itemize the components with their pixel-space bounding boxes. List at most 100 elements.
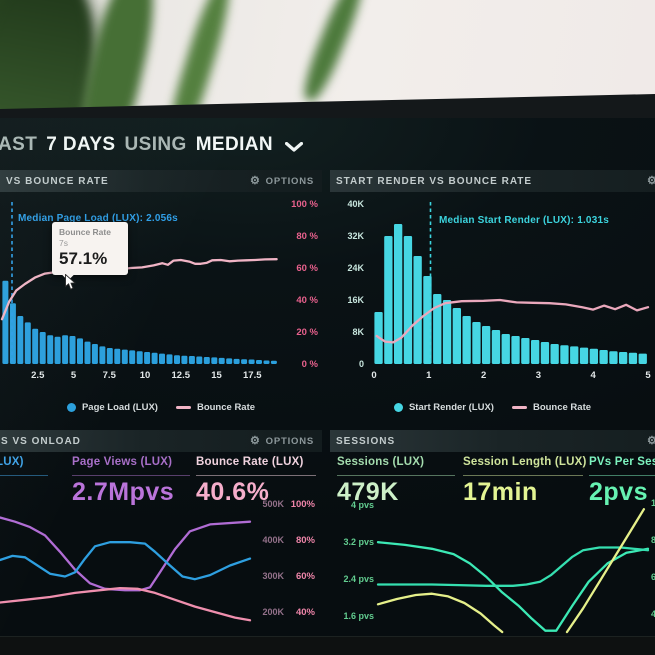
series-dot-icon xyxy=(66,403,76,412)
svg-text:10: 10 xyxy=(140,370,151,381)
svg-text:2.4 pvs: 2.4 pvs xyxy=(343,574,374,584)
legend-item[interactable]: Start Render (LUX) xyxy=(393,402,494,413)
stat-pvs-per-session: PVs Per Session 2pvs xyxy=(589,456,655,507)
tooltip-subtitle: 7s xyxy=(59,238,68,248)
stat-value: 2pvs xyxy=(589,478,648,506)
svg-text:3.2 pvs: 3.2 pvs xyxy=(343,537,374,547)
stat-lux: (LUX) xyxy=(0,456,48,478)
svg-text:400K: 400K xyxy=(262,535,284,545)
options-label: OPTIONS xyxy=(265,175,314,187)
series-line-icon xyxy=(511,406,527,409)
header-text: LAST xyxy=(0,134,38,155)
svg-text:Median Page Load (LUX): 2.056s: Median Page Load (LUX): 2.056s xyxy=(18,213,178,224)
stat-bounce-rate: Bounce Rate (LUX) 40.6% xyxy=(196,456,316,507)
options-button[interactable]: ⚙ OPTIONS xyxy=(647,430,655,452)
onload-line-chart[interactable]: 500K 400K 300K 200K 100% 80% 60% 40% xyxy=(0,493,322,636)
stat-value: 40.6% xyxy=(196,478,270,506)
stat-sessions: Sessions (LUX) 479K xyxy=(337,456,455,507)
svg-text:1: 1 xyxy=(426,370,432,381)
gear-icon: ⚙ xyxy=(646,174,655,187)
svg-text:0 %: 0 % xyxy=(302,359,319,370)
panel-header: S VS ONLOAD ⚙ OPTIONS xyxy=(0,430,322,452)
svg-text:2: 2 xyxy=(481,370,486,381)
hover-tooltip: Bounce Rate 7s 57.1% xyxy=(52,222,128,281)
dashboard-screen: LAST 7 DAYS USING MEDIAN VS BOUNCE RATE … xyxy=(0,118,655,636)
legend-item[interactable]: Page Load (LUX) xyxy=(66,402,158,413)
series-line-icon xyxy=(175,406,191,409)
tooltip-value: 57.1% xyxy=(59,249,108,268)
panel-header: START RENDER VS BOUNCE RATE ⚙ OPTIONS xyxy=(330,170,655,192)
svg-text:60 %: 60 % xyxy=(296,263,318,274)
stat-value: 2.7Mpvs xyxy=(72,478,175,506)
stat-underline xyxy=(337,475,455,476)
legend-label: Page Load (LUX) xyxy=(81,402,158,413)
stat-label: Sessions (LUX) xyxy=(337,456,425,468)
stat-label: Page Views (LUX) xyxy=(72,456,173,468)
series-dot-icon xyxy=(393,403,403,412)
options-button[interactable]: ⚙ OPTIONS xyxy=(250,430,314,452)
startrender-histogram-chart[interactable]: 40K 32K 24K 16K 8K 0 Median Start Render (LUX)… xyxy=(330,194,655,398)
svg-text:0: 0 xyxy=(371,370,376,381)
svg-text:15: 15 xyxy=(211,370,222,381)
legend-item[interactable]: Bounce Rate xyxy=(511,402,592,413)
svg-text:80%: 80% xyxy=(296,535,316,546)
svg-text:40 %: 40 % xyxy=(296,295,318,306)
panel-header: VS BOUNCE RATE ⚙ OPTIONS xyxy=(0,170,322,192)
legend-label: Bounce Rate xyxy=(532,402,592,413)
svg-text:12.5: 12.5 xyxy=(172,370,191,381)
svg-text:100%: 100% xyxy=(291,499,316,510)
mouse-cursor-icon xyxy=(64,273,77,296)
gear-icon: ⚙ xyxy=(646,434,655,447)
pageload-histogram-chart[interactable]: 100 % 80 % 60 % 40 % 20 % 0 % Median Page Load… xyxy=(0,194,322,398)
svg-text:6: 6 xyxy=(651,572,655,582)
svg-text:1: 1 xyxy=(651,498,655,508)
svg-text:1.6 pvs: 1.6 pvs xyxy=(343,611,374,621)
svg-text:300K: 300K xyxy=(262,571,284,581)
stat-value: 479K xyxy=(337,478,399,506)
stat-value: 17min xyxy=(463,478,538,506)
date-range-dropdown[interactable]: LAST 7 DAYS USING MEDIAN xyxy=(0,128,486,162)
panel-title: VS BOUNCE RATE xyxy=(6,175,109,187)
stat-underline xyxy=(589,475,655,476)
header-text: USING xyxy=(124,134,187,155)
tooltip-title: Bounce Rate xyxy=(59,227,111,237)
svg-text:8: 8 xyxy=(651,535,655,545)
legend-label: Bounce Rate xyxy=(196,402,256,413)
panel-header: SESSIONS ⚙ OPTIONS xyxy=(330,430,655,452)
panel-startrender-vs-bounce: START RENDER VS BOUNCE RATE ⚙ OPTIONS 4 0… xyxy=(330,170,655,428)
stat-page-views: Page Views (LUX) 2.7Mpvs xyxy=(72,456,190,507)
svg-text:8K: 8K xyxy=(352,327,364,337)
svg-text:3: 3 xyxy=(536,370,541,381)
sessions-line-chart[interactable]: 4 pvs 3.2 pvs 2.4 pvs 1.6 pvs 1 8 6 4 xyxy=(330,492,655,636)
svg-text:24K: 24K xyxy=(347,263,364,273)
svg-text:60%: 60% xyxy=(296,571,316,582)
monitor-bezel-bottom xyxy=(0,636,655,655)
svg-text:4: 4 xyxy=(591,370,597,381)
svg-text:7.5: 7.5 xyxy=(103,370,117,381)
stat-label: Session Length (LUX) xyxy=(463,456,587,468)
panel-title: S VS ONLOAD xyxy=(1,435,81,447)
panel-title: START RENDER VS BOUNCE RATE xyxy=(336,175,533,187)
chevron-down-icon[interactable] xyxy=(285,142,304,152)
svg-text:500K: 500K xyxy=(262,499,284,509)
svg-text:80 %: 80 % xyxy=(296,231,318,242)
chart-legend: Start Render (LUX) Bounce Rate xyxy=(330,402,655,413)
svg-text:40%: 40% xyxy=(296,607,316,618)
stat-label: (LUX) xyxy=(0,456,24,468)
stat-underline xyxy=(196,475,316,476)
stat-session-length: Session Length (LUX) 17min xyxy=(463,456,587,507)
svg-text:32K: 32K xyxy=(347,231,364,241)
monitor-bezel: LAST 7 DAYS USING MEDIAN VS BOUNCE RATE … xyxy=(0,94,655,655)
svg-text:5: 5 xyxy=(645,370,651,381)
svg-text:20 %: 20 % xyxy=(296,327,318,338)
svg-text:2.5: 2.5 xyxy=(31,370,45,381)
chart-legend: Page Load (LUX) Bounce Rate xyxy=(0,402,322,413)
stat-underline xyxy=(463,475,583,476)
header-text: MEDIAN xyxy=(195,134,274,155)
options-label: OPTIONS xyxy=(265,435,314,447)
options-button[interactable]: ⚙ OPTIONS xyxy=(647,170,655,192)
options-button[interactable]: ⚙ OPTIONS xyxy=(250,170,314,192)
svg-text:100 %: 100 % xyxy=(291,199,318,210)
legend-item[interactable]: Bounce Rate xyxy=(175,402,256,413)
